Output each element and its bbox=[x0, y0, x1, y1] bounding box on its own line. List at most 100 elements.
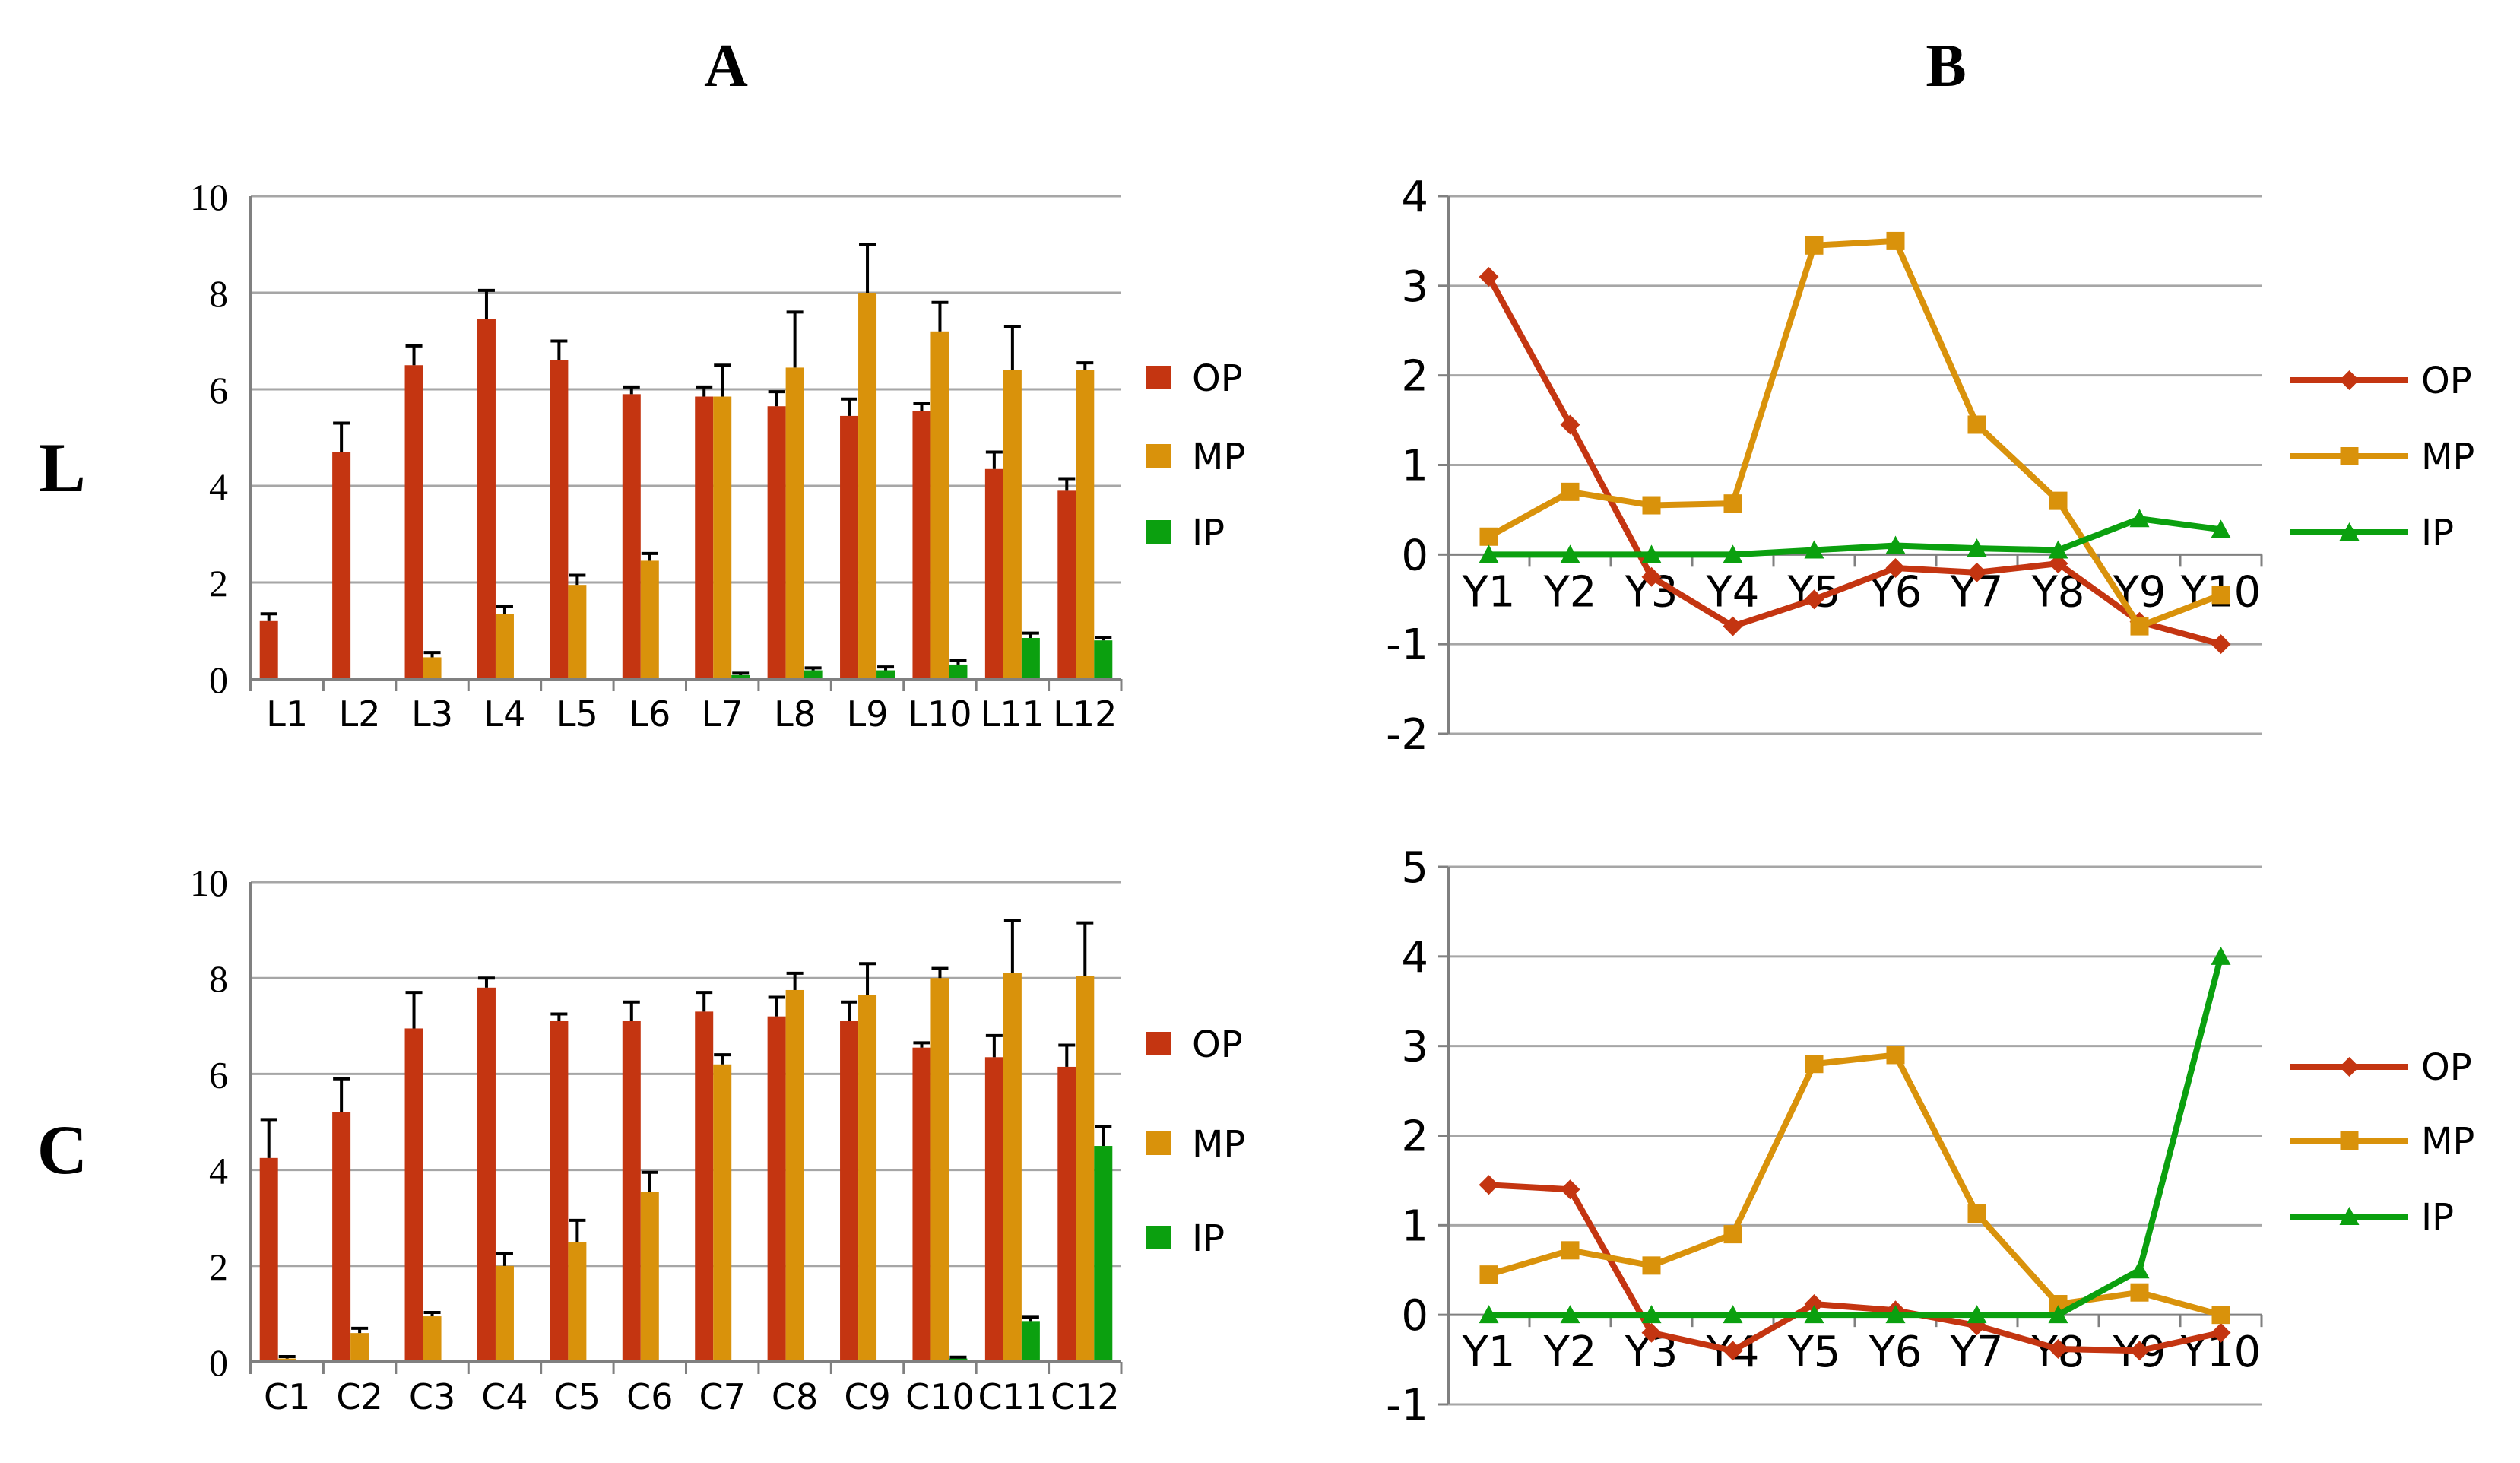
y-tick-label: -1 bbox=[1386, 620, 1428, 670]
legend-swatch-MP bbox=[1146, 1131, 1171, 1155]
marker-diamond bbox=[2211, 634, 2231, 655]
legend-C-B: OP MP IP bbox=[2290, 1046, 2474, 1239]
series-MP bbox=[1479, 231, 2230, 636]
series-IP bbox=[949, 1125, 1113, 1362]
bar-OP-C2 bbox=[332, 1112, 351, 1362]
x-category-label: L4 bbox=[484, 693, 526, 735]
legend-label-IP: IP bbox=[1192, 1217, 1225, 1260]
legend-label-OP: OP bbox=[1192, 357, 1243, 400]
panel-title-A: A bbox=[704, 33, 748, 100]
marker-triangle bbox=[1804, 540, 1824, 559]
legend-label-IP: IP bbox=[2421, 512, 2454, 554]
bar-OP-L6 bbox=[622, 394, 641, 679]
series-OP bbox=[259, 976, 1076, 1362]
bar-OP-L11 bbox=[984, 468, 1003, 679]
bar-IP-L12 bbox=[1094, 640, 1113, 679]
bar-MP-C1 bbox=[277, 1358, 296, 1362]
marker-square bbox=[1723, 494, 1742, 513]
chart-L-A: 0 2 4 6 8 10 L1 L2 L3 L4 L5 L6 L7 L8 L9 L10 L11 L12 bbox=[190, 176, 1123, 735]
marker-square bbox=[1561, 482, 1580, 501]
legend-swatch-IP bbox=[1146, 1226, 1171, 1249]
bar-IP-L8 bbox=[804, 670, 823, 679]
marker-diamond bbox=[2129, 1341, 2150, 1361]
marker-square bbox=[1805, 1055, 1824, 1074]
line-IP bbox=[1485, 953, 2224, 1319]
marker-square bbox=[2130, 617, 2149, 636]
marker-square bbox=[1642, 496, 1661, 515]
marker-diamond bbox=[2048, 554, 2068, 574]
x-category-label: C10 bbox=[905, 1376, 975, 1417]
series-IP bbox=[1479, 946, 2231, 1324]
marker-triangle bbox=[2339, 1207, 2360, 1225]
marker-diamond bbox=[2339, 370, 2360, 390]
x-category-label: C8 bbox=[772, 1376, 818, 1417]
y-tick-label: 8 bbox=[209, 957, 228, 1000]
bar-MP-C10 bbox=[930, 978, 949, 1362]
x-category-label: C11 bbox=[978, 1376, 1048, 1417]
bar-OP-C12 bbox=[1057, 1066, 1076, 1362]
bar-MP-C5 bbox=[568, 1242, 587, 1362]
bar-IP-L11 bbox=[1021, 638, 1040, 679]
row-label-L: L bbox=[39, 429, 86, 506]
bar-OP-C5 bbox=[550, 1020, 569, 1362]
legend-swatch-OP bbox=[1146, 366, 1171, 389]
legend-swatch-IP bbox=[1146, 520, 1171, 544]
chart-C-A: 0 2 4 6 8 10 C1 C2 C3 C4 C5 C6 C7 C8 C9 C10 C11 C12 bbox=[190, 862, 1123, 1417]
bar-OP-C11 bbox=[984, 1057, 1003, 1362]
series-OP bbox=[259, 288, 1076, 679]
x-category-label: C5 bbox=[554, 1376, 601, 1417]
bar-OP-L3 bbox=[404, 365, 423, 679]
marker-square bbox=[1805, 236, 1824, 255]
line-OP bbox=[1485, 274, 2224, 648]
y-tick-label: 5 bbox=[1401, 843, 1428, 893]
bar-MP-L7 bbox=[713, 396, 732, 679]
x-category-label: C3 bbox=[409, 1376, 455, 1417]
line-MP bbox=[1485, 1052, 2224, 1319]
legend-label-MP: MP bbox=[1192, 1123, 1245, 1166]
marker-triangle bbox=[2339, 522, 2360, 541]
marker-diamond bbox=[1804, 589, 1824, 610]
bar-MP-L8 bbox=[785, 367, 804, 679]
line-IP bbox=[1485, 516, 2224, 558]
marker-triangle bbox=[2048, 540, 2068, 559]
bar-MP-L6 bbox=[640, 560, 659, 679]
y-tick-label: 10 bbox=[190, 862, 228, 904]
x-category-label: C1 bbox=[264, 1376, 310, 1417]
x-category-label: Y2 bbox=[1543, 1328, 1597, 1377]
marker-square bbox=[1967, 1204, 1986, 1223]
bar-MP-L3 bbox=[423, 657, 442, 679]
bar-MP-C7 bbox=[713, 1064, 732, 1362]
bar-OP-C9 bbox=[840, 1020, 859, 1362]
y-tick-label: 4 bbox=[209, 1150, 228, 1192]
y-tick-label: 6 bbox=[209, 369, 228, 411]
marker-triangle bbox=[2211, 946, 2231, 965]
bar-OP-L4 bbox=[477, 319, 496, 679]
legend-label-IP: IP bbox=[1192, 512, 1225, 554]
x-category-label: Y2 bbox=[1543, 567, 1597, 617]
bar-IP-L10 bbox=[949, 664, 968, 679]
y-tick-label: 3 bbox=[1401, 262, 1428, 312]
y-tick-label: 3 bbox=[1401, 1023, 1428, 1072]
marker-square bbox=[1723, 1225, 1742, 1244]
x-category-label: Y1 bbox=[1462, 1328, 1516, 1377]
bar-MP-L4 bbox=[495, 614, 514, 679]
bar-IP-C11 bbox=[1021, 1321, 1040, 1362]
bar-OP-L5 bbox=[550, 360, 569, 679]
legend-label-OP: OP bbox=[1192, 1023, 1243, 1066]
bar-MP-L10 bbox=[930, 331, 949, 679]
y-tick-label: 8 bbox=[209, 272, 228, 315]
marker-square bbox=[1886, 1046, 1905, 1065]
bar-IP-L9 bbox=[876, 670, 895, 679]
x-category-label: L8 bbox=[774, 693, 816, 735]
y-tick-label: 10 bbox=[190, 176, 228, 218]
marker-diamond bbox=[2048, 1338, 2068, 1359]
y-tick-label: 0 bbox=[1401, 1291, 1428, 1341]
marker-diamond bbox=[1885, 558, 1906, 579]
marker-square bbox=[2211, 586, 2230, 605]
y-tick-label: 4 bbox=[209, 465, 228, 508]
x-category-label: Y4 bbox=[1706, 567, 1760, 617]
marker-triangle bbox=[1967, 1305, 1987, 1324]
marker-diamond bbox=[2211, 1322, 2231, 1343]
bar-IP-C12 bbox=[1094, 1146, 1113, 1362]
